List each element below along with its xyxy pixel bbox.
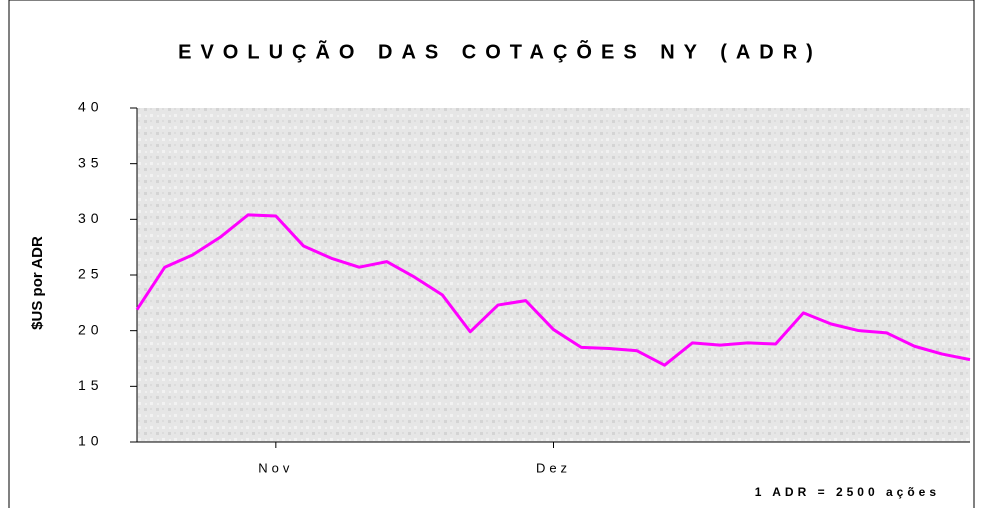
x-tick-label: Dez <box>536 460 571 475</box>
data-line <box>135 213 971 367</box>
y-tick-label: 25 <box>78 266 104 282</box>
y-tick-label: 10 <box>78 433 104 449</box>
frame <box>8 0 975 513</box>
plot-background <box>137 108 970 442</box>
footnote: 1 ADR = 2500 ações <box>755 485 940 499</box>
y-tick-label: 20 <box>78 321 104 337</box>
y-axis-label: $US por ADR <box>29 236 46 330</box>
y-tick-label: 30 <box>78 210 104 226</box>
y-tick-label: 15 <box>78 377 104 393</box>
x-tick-label: Nov <box>258 460 293 475</box>
chart-title: EVOLUÇÃO DAS COTAÇÕES NY (ADR) <box>178 39 822 63</box>
y-tick-label: 40 <box>78 99 104 115</box>
y-tick-label: 35 <box>78 154 104 170</box>
